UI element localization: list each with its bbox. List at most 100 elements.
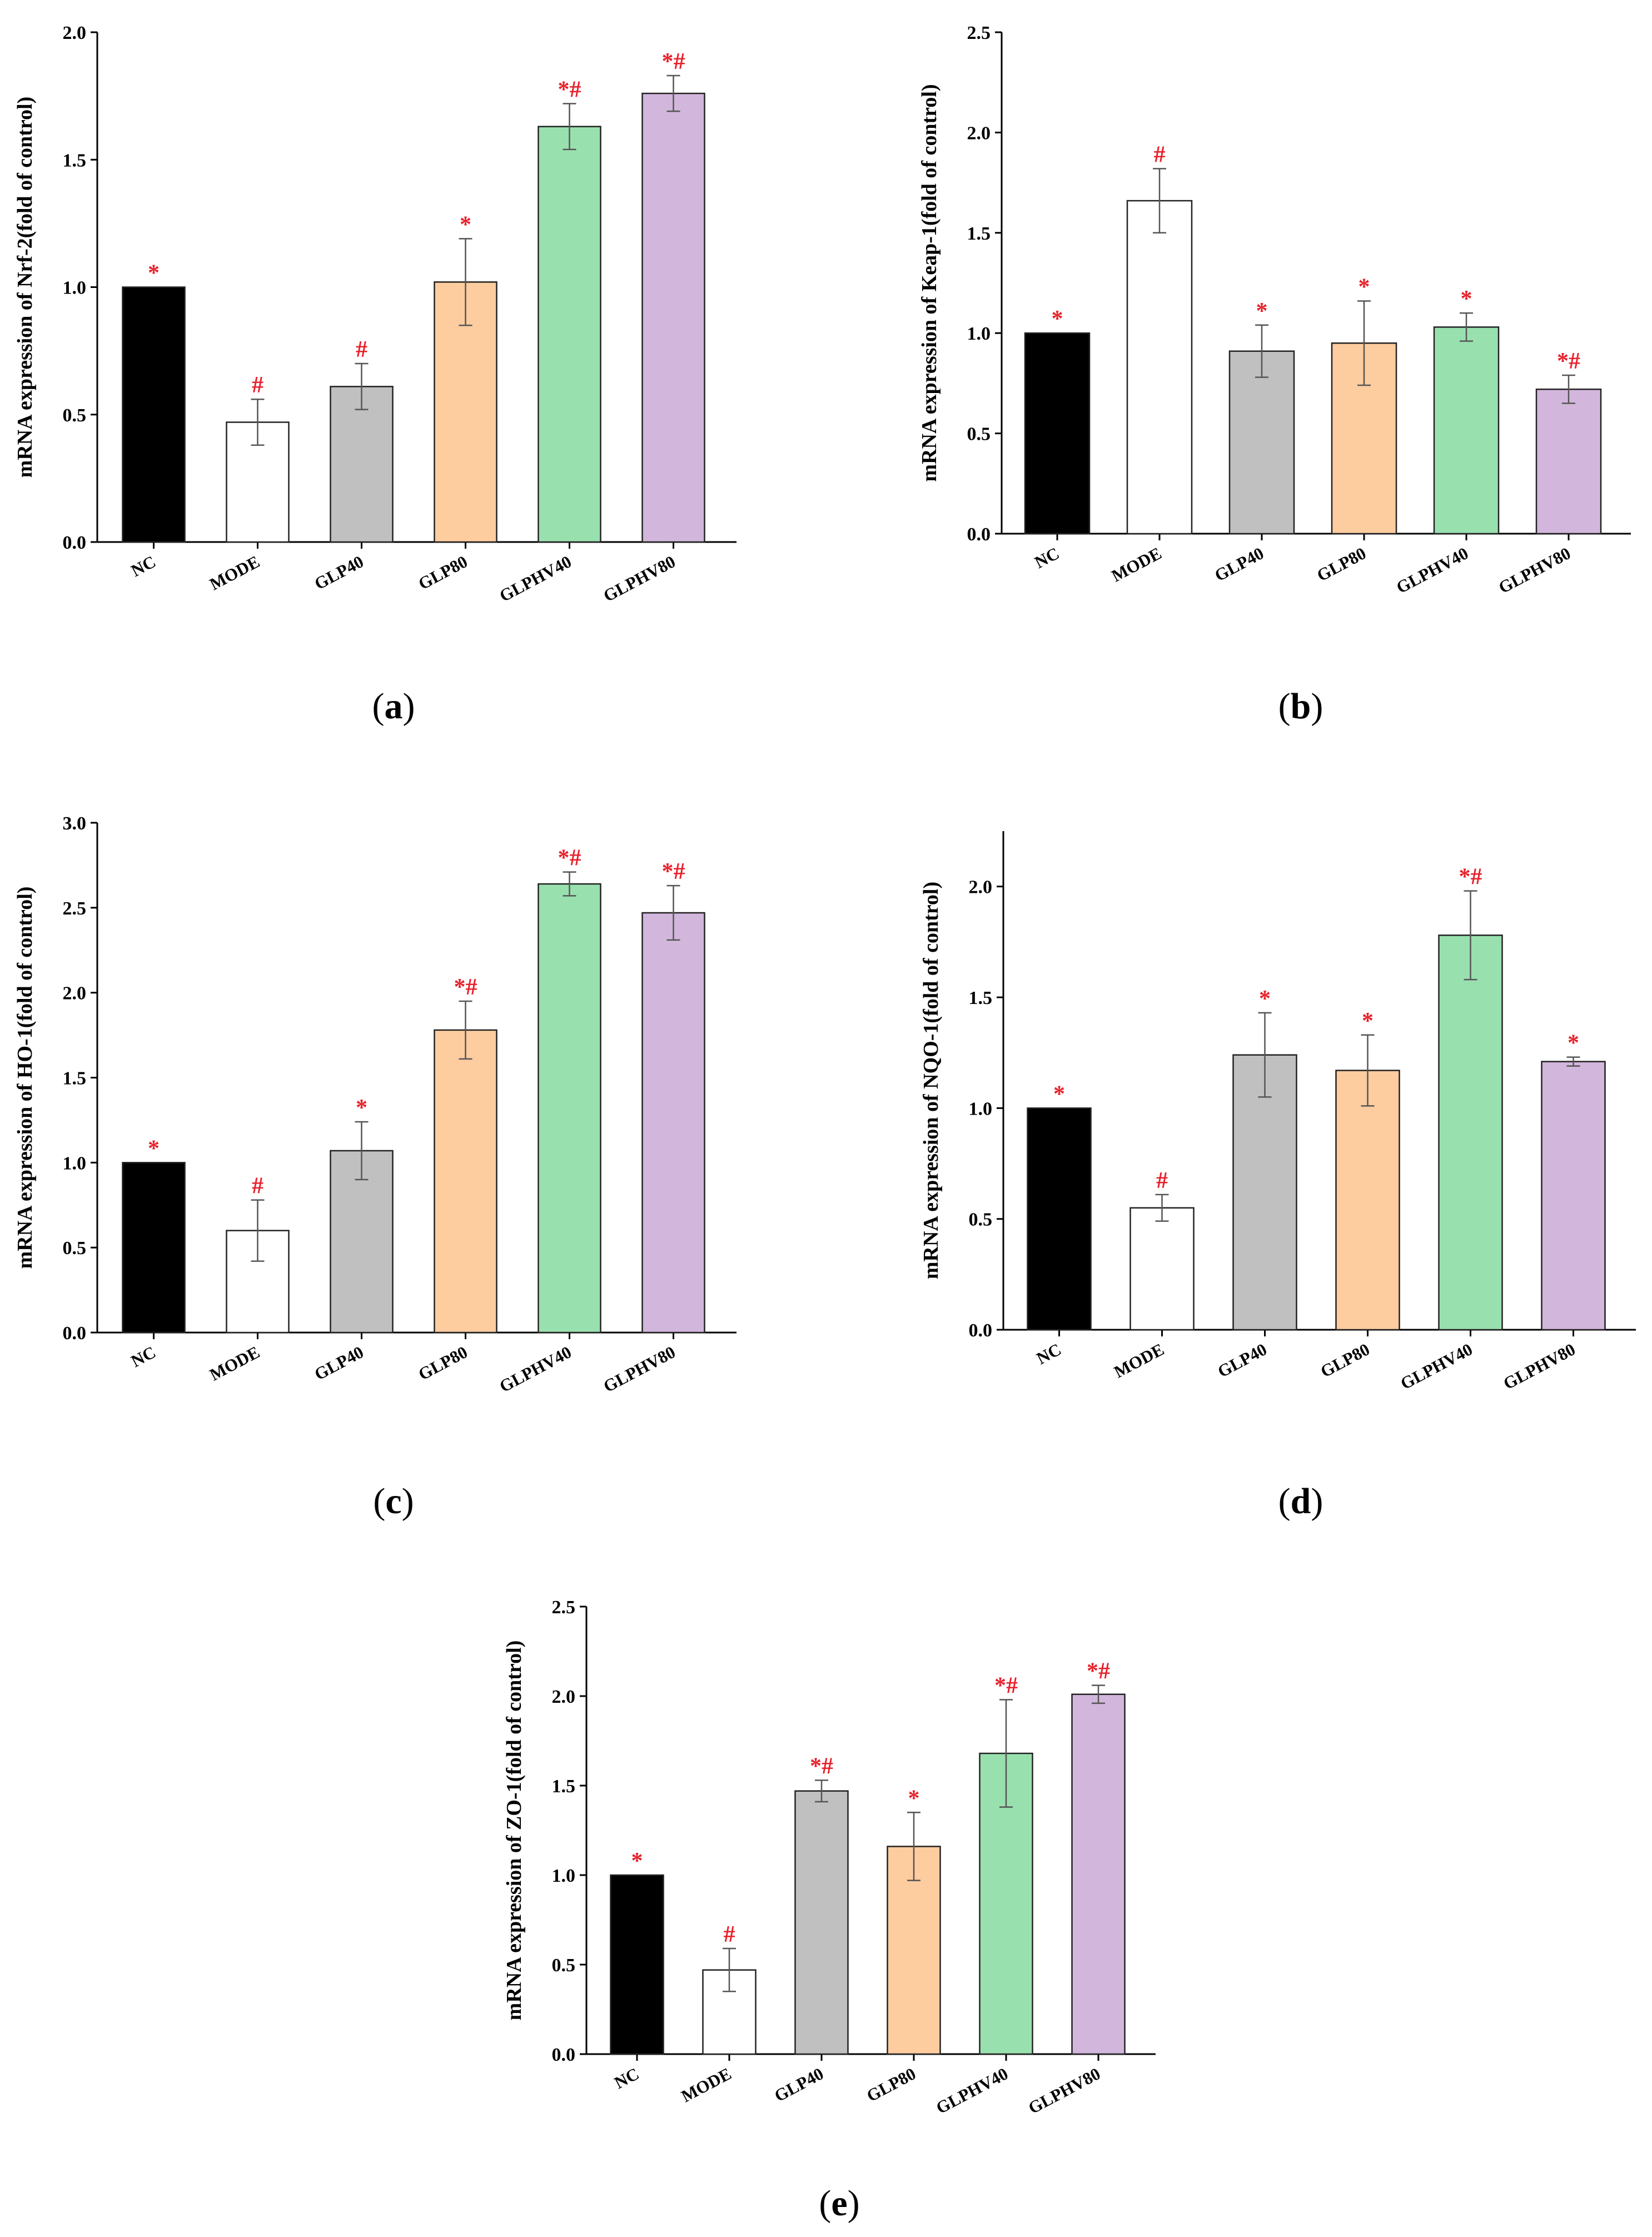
y-tick-label: 2.5 [63,898,87,919]
significance-mark: * [148,261,160,286]
category-label: NC [128,1342,159,1371]
bar-glphv80 [1542,1062,1605,1330]
category-label: GLP40 [1215,1339,1270,1381]
panel-b-keap1-chart: 0.00.51.01.52.02.5mRNA expression of Kea… [918,23,1631,727]
significance-mark: * [356,1095,367,1121]
panel-caption: (a) [372,686,415,727]
y-tick-label: 1.0 [967,324,991,344]
significance-mark: *# [810,1753,833,1779]
y-tick-label: 1.5 [552,1776,576,1797]
category-label: GLP40 [771,2064,827,2105]
y-axis-title: mRNA expression of HO-1(fold of control) [13,887,37,1269]
category-label: GLP40 [311,1342,367,1384]
y-tick-label: 1.0 [969,1098,993,1119]
panel-caption: (e) [819,2183,859,2224]
significance-mark: # [252,1174,263,1199]
y-tick-label: 0.5 [63,405,87,426]
category-label: NC [1031,543,1062,572]
category-label: NC [611,2064,642,2092]
panel-caption: (d) [1278,1481,1323,1522]
significance-mark: *# [1459,864,1482,890]
category-label: GLP80 [1313,543,1369,585]
y-tick-label: 2.0 [969,877,993,898]
category-label: GLPHV40 [933,2064,1011,2117]
category-label: GLPHV80 [600,551,679,605]
panel-c-ho1-chart: 0.0 0.5 1.0 1.5 2.0 2.5 3.0 mRNA expression of … [13,813,737,1522]
y-tick-label: 1.0 [552,1866,576,1886]
category-label: GLP80 [863,2064,919,2105]
panel-caption: (c) [373,1481,414,1522]
y-tick-label: 1.5 [969,988,993,1008]
y-tick-label: 3.0 [63,813,87,834]
category-label: MODE [206,1342,263,1384]
category-label: MODE [678,2064,735,2106]
category-label: GLPHV40 [1393,543,1471,597]
bar-nc [611,1875,664,2054]
significance-mark: # [724,1922,735,1947]
significance-mark: * [1568,1031,1579,1056]
bar-glphv40 [1434,327,1499,534]
bar-glp40 [1230,351,1294,534]
bar-glp40 [795,1791,848,2054]
y-tick-label: 2.5 [967,23,991,43]
bar-glp80 [435,1030,497,1333]
bar-mode [1127,201,1192,534]
panel-d-nqo1-chart: 0.00.51.01.52.0mRNA expression of NQO-1(… [919,831,1636,1522]
significance-mark: * [908,1786,920,1811]
category-label: NC [128,551,159,580]
bar-glp80 [1336,1071,1400,1330]
y-tick-label: 1.0 [63,1153,87,1174]
y-axis-title: mRNA expression of Keap-1(fold of contro… [918,84,941,481]
category-label: MODE [1111,1339,1167,1381]
y-tick-label: 0.0 [967,524,991,545]
bar-nc [1025,333,1089,534]
category-label: GLPHV40 [496,551,575,605]
significance-mark: *# [454,975,477,1000]
y-tick-label: 2.0 [63,23,87,43]
bar-nc [123,287,185,543]
category-label: GLP40 [1211,543,1267,585]
y-tick-label: 2.5 [552,1597,576,1618]
bar-nc [123,1162,185,1333]
category-label: GLP40 [311,551,367,593]
significance-mark: # [252,372,263,398]
significance-mark: * [1362,1008,1374,1034]
y-axis-title: mRNA expression of ZO-1(fold of control) [502,1641,526,2021]
panel-letter: e [831,2183,847,2224]
y-tick-label: 2.0 [967,123,991,143]
significance-mark: *# [994,1673,1018,1698]
y-tick-label: 0.0 [63,1323,87,1344]
category-label: GLPHV40 [1397,1339,1476,1393]
significance-mark: * [1461,286,1472,312]
y-tick-label: 0.0 [552,2045,576,2065]
bar-glphv80 [1536,389,1601,534]
y-tick-label: 0.5 [967,424,991,445]
panel-e-zo1-chart: 0.0 0.5 1.0 1.5 2.0 2.5 mRNA expression of ZO-… [502,1597,1156,2224]
bar-glphv40 [1439,935,1502,1330]
category-label: GLP80 [415,1342,471,1384]
category-label: NC [1033,1339,1064,1368]
category-label: MODE [206,551,263,594]
significance-mark: * [1256,299,1268,324]
significance-mark: *# [558,846,581,871]
panel-letter: d [1291,1481,1311,1522]
category-label: GLPHV40 [496,1342,575,1396]
significance-mark: *# [662,859,685,884]
y-tick-label: 1.5 [63,150,87,171]
significance-mark: * [1053,1081,1065,1107]
category-label: GLP80 [415,551,471,593]
panel-letter: c [385,1481,401,1522]
bar-glphv80 [643,93,705,542]
significance-mark: *# [1087,1659,1110,1684]
y-tick-label: 2.0 [63,983,87,1004]
panel-caption: (b) [1278,686,1323,727]
significance-mark: # [1154,142,1166,167]
category-label: GLPHV80 [1025,2064,1103,2117]
panel-a-nrf2-chart: 0.0 0.5 1.0 1.5 2.0 mRNA expression of Nrf-2(… [13,23,737,727]
significance-mark: * [1359,274,1370,300]
bar-nc [1028,1108,1091,1330]
y-tick-label: 1.5 [63,1068,87,1089]
y-axis-title: mRNA expression of Nrf-2(fold of control… [13,97,37,478]
y-tick-label: 0.0 [63,533,87,553]
y-axis-title: mRNA expression of NQO-1(fold of control… [919,882,943,1279]
